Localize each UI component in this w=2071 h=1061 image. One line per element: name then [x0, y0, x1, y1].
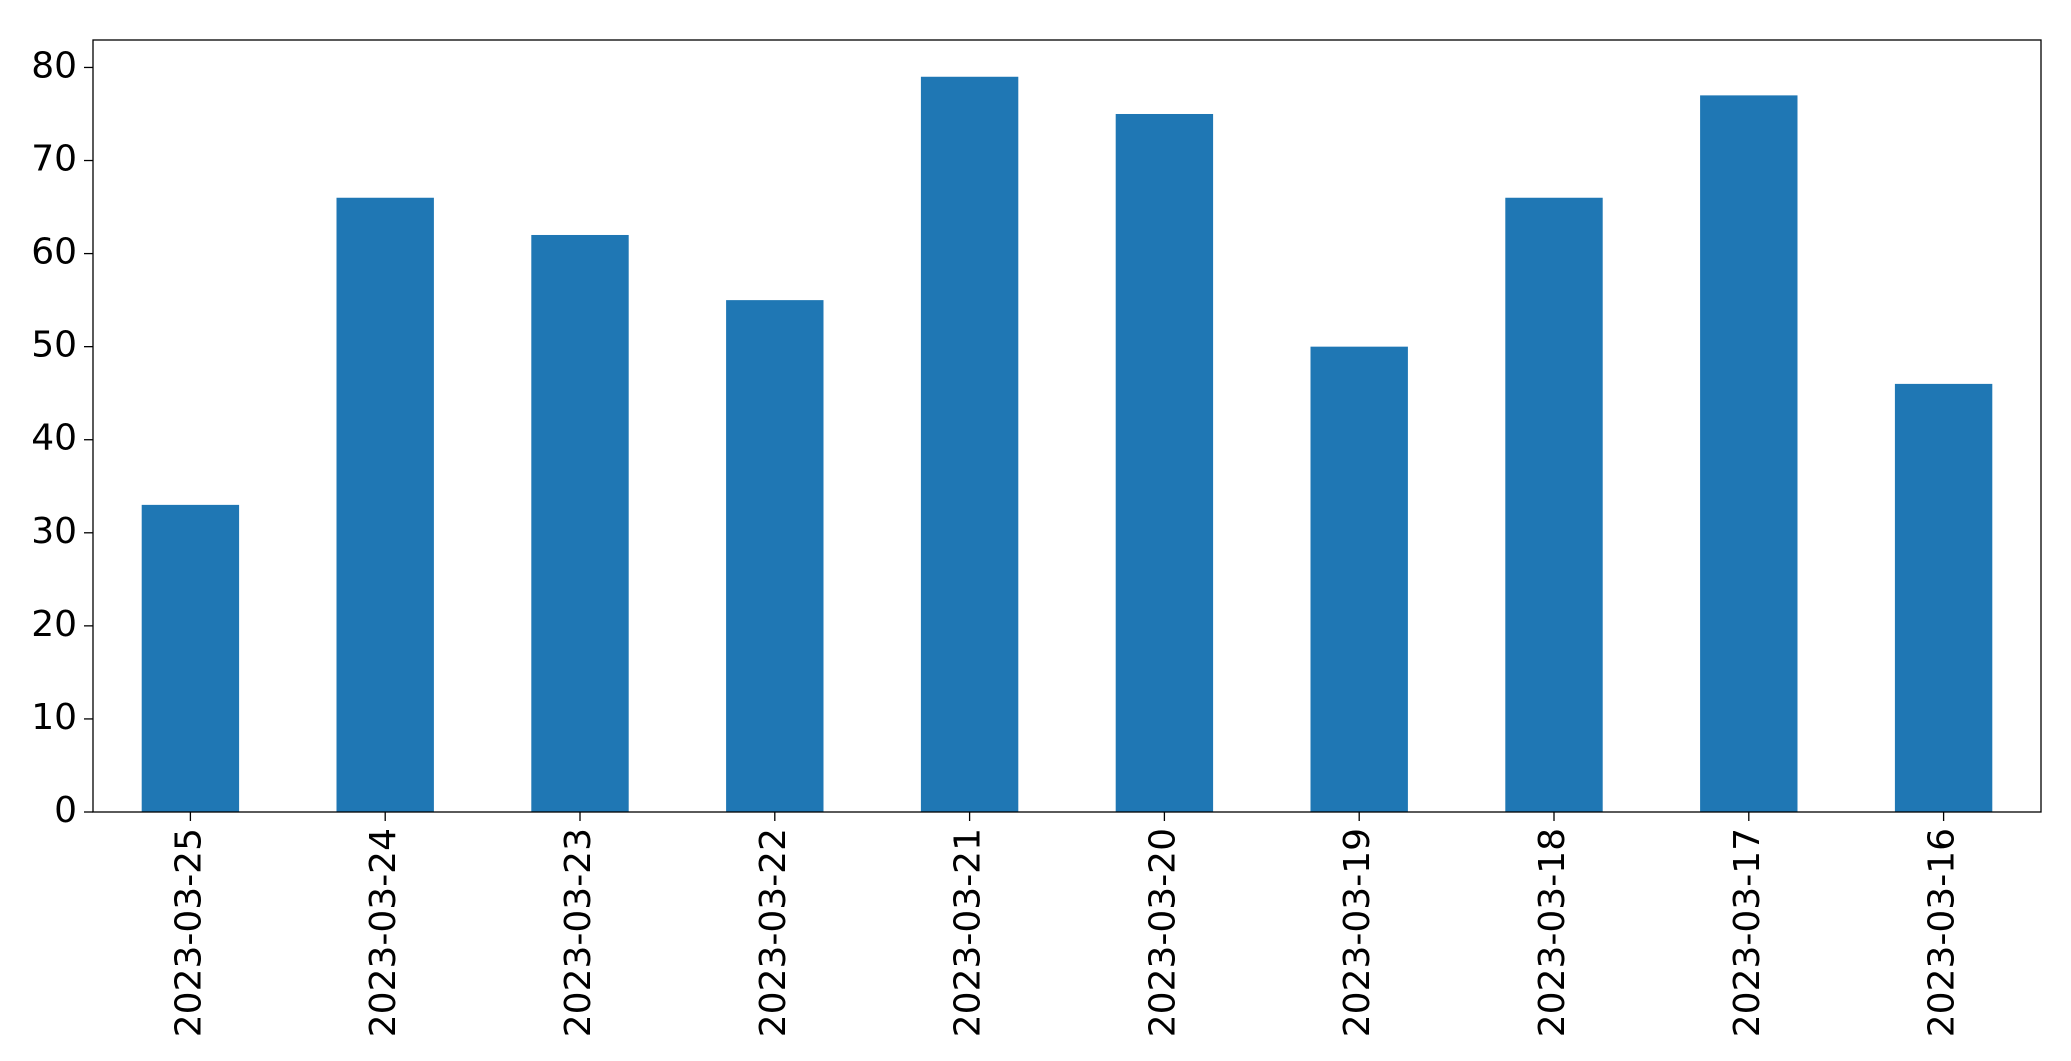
bar	[1700, 95, 1798, 812]
x-tick-label: 2023-03-18	[1532, 828, 1573, 1037]
bar	[336, 197, 434, 812]
x-tick-label: 2023-03-25	[168, 828, 209, 1037]
bar	[141, 504, 240, 812]
x-tick-label: 2023-03-17	[1727, 828, 1768, 1037]
bar	[726, 300, 824, 812]
bar	[1310, 346, 1408, 812]
x-tick-label: 2023-03-23	[558, 828, 599, 1037]
y-tick-label: 40	[31, 418, 77, 459]
x-tick-label: 2023-03-16	[1922, 828, 1963, 1037]
y-tick-label: 50	[31, 325, 77, 366]
plot-frame	[92, 39, 2042, 813]
bar	[1505, 197, 1603, 812]
bar	[531, 234, 629, 813]
x-tick-label: 2023-03-20	[1142, 828, 1183, 1037]
bar	[1115, 113, 1214, 813]
y-tick-label: 70	[31, 139, 77, 180]
y-tick-label: 30	[31, 511, 77, 552]
y-tick-label: 60	[31, 232, 77, 273]
y-tick-label: 80	[31, 45, 77, 86]
bar	[1894, 383, 1993, 812]
y-tick-label: 0	[54, 790, 77, 831]
x-tick-label: 2023-03-19	[1337, 828, 1378, 1037]
y-tick-label: 10	[31, 697, 77, 738]
bar	[920, 76, 1019, 812]
y-tick-label: 20	[31, 604, 77, 645]
x-tick-label: 2023-03-22	[753, 828, 794, 1037]
x-tick-label: 2023-03-24	[363, 828, 404, 1037]
x-tick-label: 2023-03-21	[948, 828, 989, 1037]
